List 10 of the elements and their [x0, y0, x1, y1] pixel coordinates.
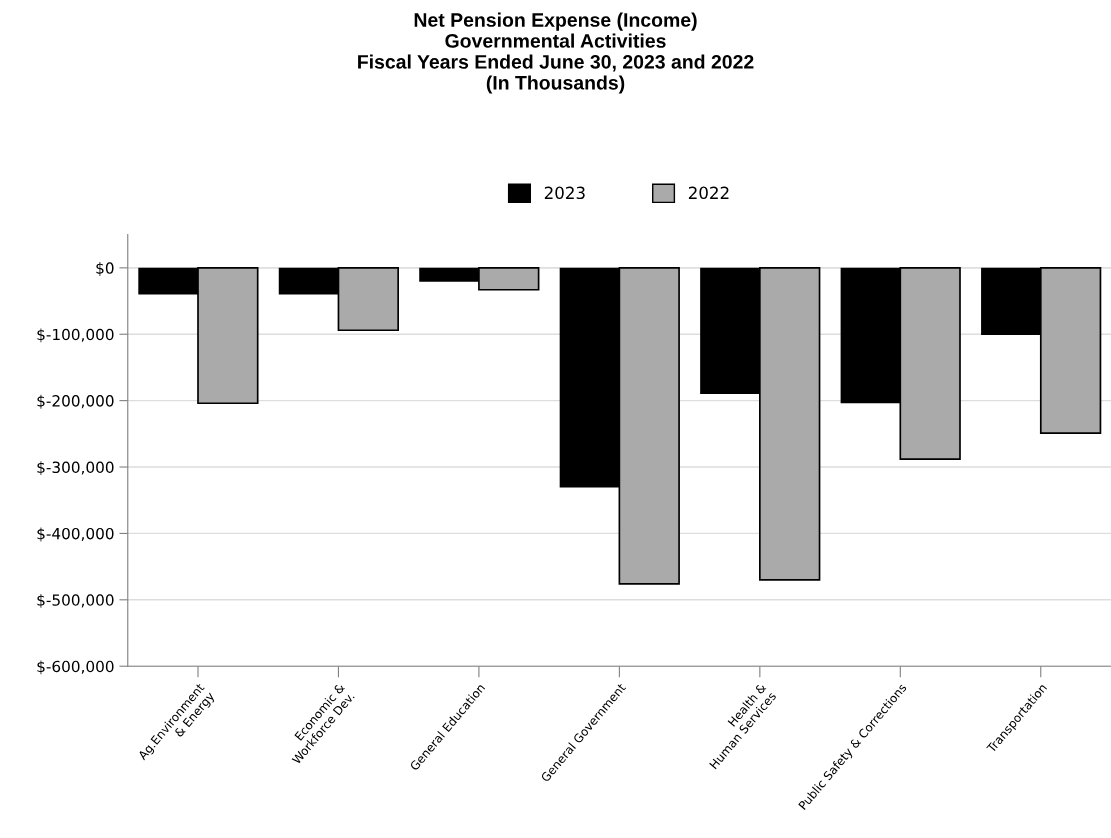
chart-title: Net Pension Expense (Income) Governmental Activities Fiscal Years Ended June 30, 2023 and 2022 (In Thousands): [358, 12, 754, 94]
y-tick-label: $-600,000: [37, 660, 114, 675]
y-tick-label: $-400,000: [37, 527, 114, 542]
legend-label: 2023: [544, 186, 585, 200]
legend-label: 2022: [688, 186, 729, 200]
y-tick-label: $-100,000: [37, 328, 114, 343]
y-tick-label: $-300,000: [37, 461, 114, 476]
y-tick-label: $-200,000: [37, 394, 114, 409]
y-tick-label: $0: [96, 262, 114, 276]
y-tick-label: $-500,000: [37, 594, 114, 608]
